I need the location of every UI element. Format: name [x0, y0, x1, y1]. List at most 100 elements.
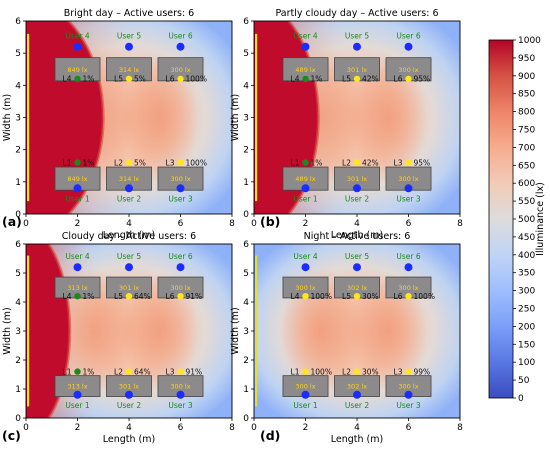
user-marker: [125, 42, 133, 51]
user-label: User 1: [293, 194, 317, 203]
colorbar-tick-label: 800: [518, 108, 535, 118]
desk-illuminance-label: 301 lx: [347, 175, 367, 183]
user-marker: [353, 390, 361, 399]
desk-illuminance-label: 849 lx: [67, 175, 87, 183]
colorbar-tick-label: 450: [518, 233, 535, 243]
dimming-label: 95%: [414, 75, 431, 84]
dimming-label: 5%: [134, 158, 146, 167]
dimming-label: 1%: [83, 75, 95, 84]
user-marker: [73, 263, 82, 272]
hotspot-left: [279, 267, 363, 395]
luminaire-label: L3: [166, 158, 175, 167]
y-tick-label: 5: [15, 269, 21, 279]
daylight-zone-edge: [286, 21, 320, 214]
y-tick-label: 5: [243, 269, 249, 279]
luminaire-marker: [302, 159, 309, 166]
user-marker: [404, 184, 413, 193]
y-tick-label: 0: [15, 210, 21, 220]
dimming-label: 64%: [134, 367, 151, 376]
user-label: User 6: [168, 252, 192, 261]
x-tick-label: 0: [23, 423, 29, 433]
colorbar-tick-label: 500: [518, 215, 535, 225]
y-tick-label: 1: [243, 385, 249, 395]
dimming-label: 100%: [414, 292, 435, 301]
user-label: User 4: [293, 32, 317, 41]
luminaire-marker: [353, 75, 361, 83]
desk-illuminance-label: 300 lx: [398, 383, 418, 391]
panel-title: Night – Active users: 6: [304, 231, 411, 242]
luminaire-marker: [353, 159, 361, 166]
user-marker: [125, 184, 133, 193]
colorbar: 0 50 100 150 200 250 300 350 400 450 500 550 600 650 7…: [488, 36, 546, 404]
x-axis-label: Length (m): [331, 230, 383, 241]
luminaire-label: L5: [342, 75, 351, 84]
colorbar-tick-label: 100: [518, 358, 535, 368]
y-tick-label: 0: [243, 414, 249, 424]
window-bar: [27, 255, 30, 407]
user-label: User 3: [396, 194, 420, 203]
y-tick-label: 1: [243, 178, 249, 188]
user-marker: [301, 390, 310, 399]
user-label: User 2: [117, 401, 141, 410]
luminaire-marker: [405, 368, 412, 375]
y-tick-label: 3: [243, 327, 249, 337]
window-bar: [255, 33, 258, 202]
luminaire-marker: [125, 75, 133, 83]
dimming-label: 100%: [186, 158, 207, 167]
luminaire-marker: [177, 75, 184, 83]
user-marker: [73, 42, 82, 51]
y-tick-label: 1: [15, 178, 21, 188]
colorbar-tick-label: 350: [518, 269, 535, 279]
colorbar-tick-label: 550: [518, 197, 535, 207]
dimming-label: 100%: [186, 75, 207, 84]
user-marker: [301, 184, 310, 193]
panel-tag: (d): [260, 428, 280, 443]
luminaire-label: L6: [166, 292, 175, 301]
user-label: User 1: [65, 194, 89, 203]
luminaire-label: L4: [291, 75, 300, 84]
user-label: User 4: [65, 252, 89, 261]
user-marker: [404, 263, 413, 272]
luminaire-marker: [177, 293, 184, 300]
dimming-label: 42%: [362, 75, 379, 84]
user-marker: [404, 390, 413, 399]
hotspot-right: [121, 273, 199, 389]
luminaire-label: L1: [63, 158, 72, 167]
desk-illuminance-label: 300 lx: [170, 383, 190, 391]
desk-illuminance-label: 301 lx: [347, 66, 367, 74]
y-tick-label: 2: [15, 146, 21, 156]
dimming-label: 100%: [311, 367, 332, 376]
luminaire-marker: [353, 293, 361, 300]
colorbar-tick-label: 1000: [518, 36, 541, 46]
luminaire-marker: [74, 159, 81, 166]
y-tick-label: 6: [243, 240, 249, 250]
user-marker: [125, 390, 133, 399]
y-tick-label: 5: [15, 49, 21, 59]
y-tick-label: 4: [243, 81, 249, 91]
colorbar-tick-label: 600: [518, 179, 535, 189]
desk-illuminance-label: 300 lx: [398, 66, 418, 74]
x-tick-label: 6: [406, 219, 412, 229]
colorbar-tick-label: 650: [518, 161, 535, 171]
desk-illuminance-label: 302 lx: [347, 284, 367, 292]
luminaire-label: L6: [394, 292, 403, 301]
luminaire-label: L1: [291, 158, 300, 167]
luminaire-marker: [177, 159, 184, 166]
y-tick-label: 2: [243, 356, 249, 366]
luminaire-label: L3: [394, 367, 403, 376]
luminaire-marker: [74, 75, 81, 83]
y-tick-label: 3: [15, 114, 21, 124]
colorbar-tick-label: 200: [518, 322, 535, 332]
x-tick-label: 2: [75, 219, 81, 229]
dimming-label: 1%: [311, 158, 323, 167]
y-tick-label: 6: [15, 240, 21, 250]
hotspot-right: [349, 273, 427, 389]
user-label: User 1: [293, 401, 317, 410]
desk-illuminance-label: 314 lx: [119, 66, 139, 74]
dimming-label: 91%: [186, 367, 203, 376]
desk-illuminance-label: 302 lx: [347, 383, 367, 391]
y-tick-label: 3: [243, 114, 249, 124]
panel-title: Partly cloudy day – Active users: 6: [275, 8, 438, 19]
y-tick-label: 6: [243, 17, 249, 27]
